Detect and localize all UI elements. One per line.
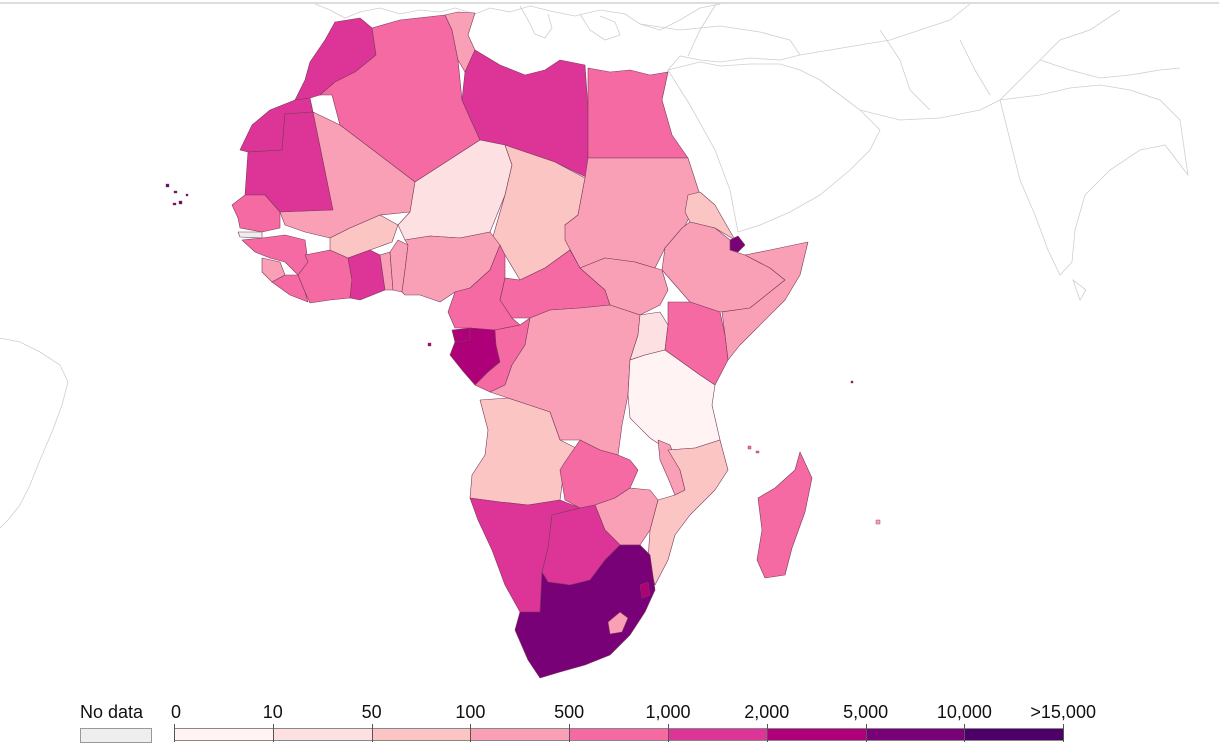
legend-bin-swatch	[470, 728, 571, 741]
country-comoros-2[interactable]	[755, 450, 760, 454]
legend-tick-label: 5,000	[843, 702, 889, 722]
legend-tick-mark	[964, 724, 966, 742]
legend-tick-label: 500	[554, 702, 585, 722]
country-cape-verde-2[interactable]	[173, 190, 178, 194]
country-mauritius[interactable]	[875, 519, 881, 525]
country-cape-verde-4[interactable]	[185, 193, 189, 197]
legend-tick-label: >15,000	[1030, 702, 1096, 722]
country-eswatini[interactable]	[639, 581, 651, 599]
country-senegal[interactable]	[231, 194, 281, 233]
legend-tick-label: 0	[170, 702, 182, 722]
country-seychelles[interactable]	[850, 380, 854, 384]
country-south-sudan[interactable]	[579, 257, 669, 316]
country-cape-verde-3[interactable]	[178, 200, 183, 205]
country-lesotho[interactable]	[607, 611, 629, 635]
legend-bin-swatch	[569, 728, 669, 741]
legend-tick-mark	[1063, 724, 1065, 742]
background-landmasses	[0, 3, 1189, 529]
country-eritrea[interactable]	[684, 191, 736, 241]
legend-bin-swatch	[174, 728, 274, 741]
legend-tick-label: 10,000	[936, 702, 992, 722]
country-kenya[interactable]	[664, 301, 729, 386]
legend-no-data-label: No data	[80, 702, 144, 722]
country-equatorial-guinea[interactable]	[451, 327, 471, 343]
legend-tick-mark	[272, 724, 274, 742]
legend-tick-mark	[174, 724, 175, 742]
legend-tick-mark	[470, 724, 472, 742]
country-cote-divoire[interactable]	[297, 249, 353, 304]
legend-tick-label: 1,000	[645, 702, 691, 722]
country-south-africa[interactable]	[514, 544, 656, 679]
legend-bin-swatch	[766, 728, 867, 741]
africa-countries	[231, 11, 813, 679]
legend-bin-swatch	[371, 728, 472, 741]
country-gambia[interactable]	[237, 231, 263, 239]
legend-tick-mark	[668, 724, 669, 742]
legend-tick-label: 10	[262, 702, 283, 722]
legend-tick-label: 100	[455, 702, 486, 722]
small-islands	[165, 183, 881, 525]
legend-no-data-swatch	[80, 728, 152, 743]
country-cape-verde[interactable]	[165, 183, 170, 188]
legend-bin-swatch	[865, 728, 966, 741]
choropleth-map	[0, 2, 1219, 679]
legend-tick-label: 2,000	[744, 702, 790, 722]
legend-tick-mark	[766, 724, 768, 742]
country-somalia[interactable]	[721, 241, 809, 361]
map-legend: No data 0 10 50 100 500 1,000 2,000 5,000 10,000…	[0, 696, 1219, 752]
country-mozambique[interactable]	[647, 439, 729, 586]
country-burkina-faso[interactable]	[329, 214, 399, 259]
country-madagascar[interactable]	[756, 451, 813, 579]
country-comoros[interactable]	[747, 445, 752, 450]
legend-tick-mark	[371, 724, 373, 742]
country-egypt[interactable]	[587, 67, 689, 159]
country-cape-verde-5[interactable]	[172, 202, 177, 206]
country-ghana[interactable]	[347, 249, 386, 301]
legend-bin-swatch	[964, 728, 1065, 741]
legend-bin-swatch	[272, 728, 373, 741]
legend-tick-mark	[569, 724, 571, 742]
legend-tick-label: 50	[361, 702, 382, 722]
country-sao-tome[interactable]	[427, 342, 432, 347]
legend-tick-mark	[865, 724, 867, 742]
legend-bin-swatch	[668, 728, 768, 741]
